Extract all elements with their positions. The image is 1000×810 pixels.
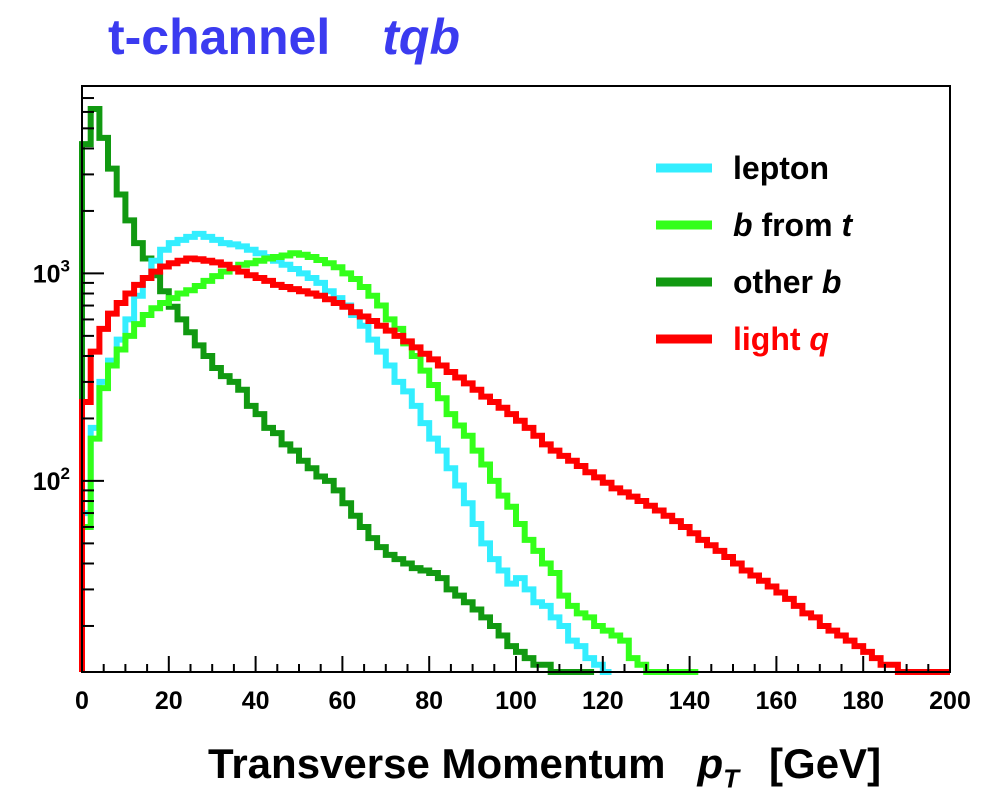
x-tick-label: 180 (842, 687, 884, 715)
series-light-q-line (79, 255, 950, 675)
x-tick-label: 0 (75, 687, 89, 715)
x-tick-label: 40 (242, 687, 270, 715)
series-b-from-t-line (79, 250, 699, 675)
x-tick-label: 120 (582, 687, 624, 715)
chart-subtitle: tqb (382, 9, 460, 65)
y-tick-label: 102 (33, 464, 70, 496)
axis-layer: 0 20 40 60 80 100 120 140 160 180 200 102 103 (33, 85, 971, 715)
x-axis-title-text: Transverse Momentum (208, 740, 666, 787)
x-tick-label: 60 (328, 687, 356, 715)
x-tick-label: 100 (495, 687, 537, 715)
x-tick-label: 20 (155, 687, 183, 715)
legend: lepton b from t other b light q (656, 150, 853, 357)
x-axis-unit: [GeV] (769, 740, 882, 787)
legend-label-lepton: lepton (733, 150, 829, 186)
y-tick-label: 103 (33, 256, 70, 288)
chart-title-main: t-channel (108, 9, 331, 65)
x-axis-symbol: pT (697, 740, 740, 794)
series-other-b-line (79, 106, 595, 675)
legend-label-b-from-t: b from t (733, 207, 853, 243)
series-layer (79, 106, 950, 675)
x-axis-title: Transverse Momentum pT [GeV] (208, 740, 881, 794)
legend-label-other-b: other b (733, 264, 841, 300)
x-tick-label: 160 (756, 687, 798, 715)
x-tick-label: 200 (929, 687, 971, 715)
x-tick-label: 140 (669, 687, 711, 715)
series-lepton-line (79, 230, 612, 675)
chart-title: t-channel tqb (108, 8, 460, 66)
x-tick-label: 80 (415, 687, 443, 715)
chart-plot: 0 20 40 60 80 100 120 140 160 180 200 102 103 lepton… (33, 85, 971, 715)
legend-label-light-q: light q (733, 321, 829, 357)
